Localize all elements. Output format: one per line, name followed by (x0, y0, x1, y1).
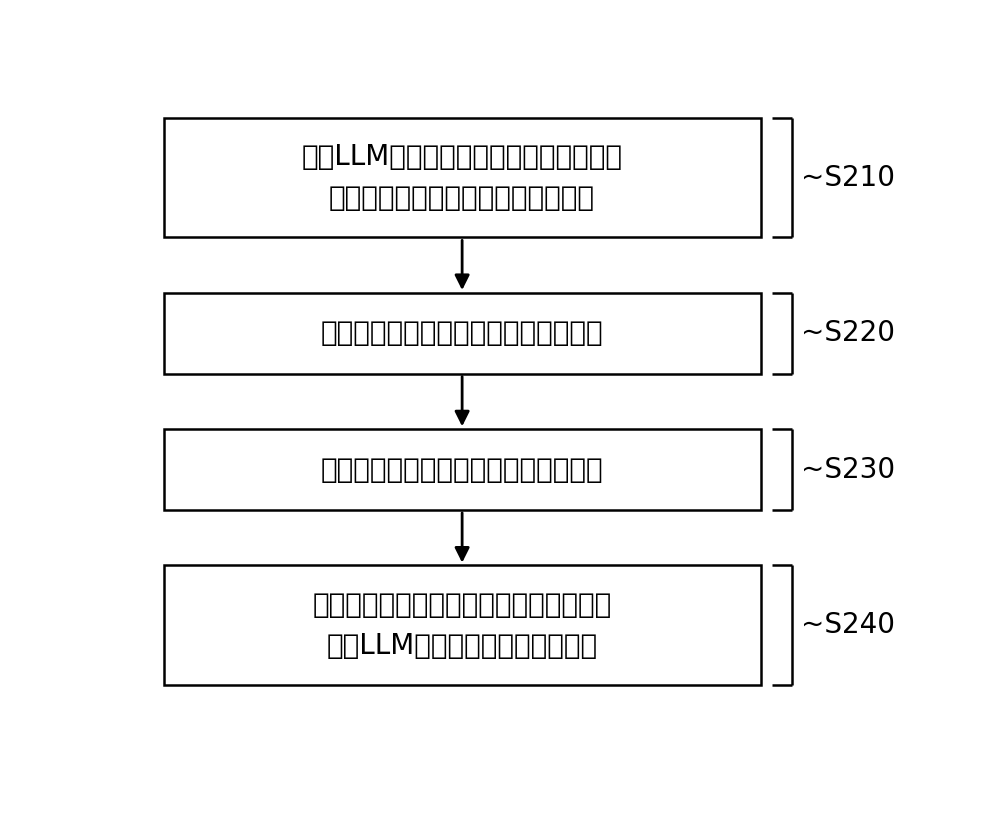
FancyBboxPatch shape (164, 429, 761, 510)
Text: 获取LLM针对第一输入的第一输出，第一
输入基于第一查询和分类提示语构造: 获取LLM针对第一输入的第一输出，第一 输入基于第一查询和分类提示语构造 (302, 143, 623, 213)
Text: ~S210: ~S210 (801, 164, 895, 192)
Text: ~S240: ~S240 (801, 611, 895, 639)
Text: 将所述第二输入作为输入送入分类模型: 将所述第二输入作为输入送入分类模型 (321, 456, 603, 484)
Text: 获取分类模型针对第二输入的分类结果，
作为LLM针对第一查询的分类结果: 获取分类模型针对第二输入的分类结果， 作为LLM针对第一查询的分类结果 (312, 591, 612, 660)
FancyBboxPatch shape (164, 565, 761, 685)
Text: 使用第一查询和第一输出构造第二输入: 使用第一查询和第一输出构造第二输入 (321, 320, 603, 348)
Text: ~S220: ~S220 (801, 320, 895, 348)
FancyBboxPatch shape (164, 118, 761, 237)
FancyBboxPatch shape (164, 293, 761, 374)
Text: ~S230: ~S230 (801, 456, 895, 484)
